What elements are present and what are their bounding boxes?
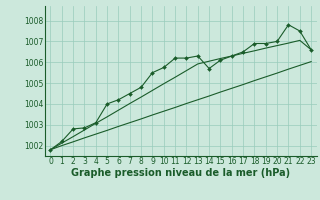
X-axis label: Graphe pression niveau de la mer (hPa): Graphe pression niveau de la mer (hPa) [71,168,290,178]
